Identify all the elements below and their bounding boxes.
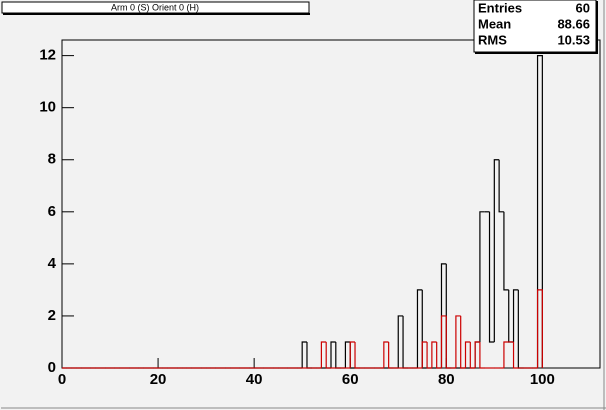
histogram-bin xyxy=(397,315,404,368)
histogram-bin xyxy=(436,341,442,369)
histogram-bin xyxy=(330,341,336,368)
y-tick-label: 6 xyxy=(48,203,56,220)
stats-value: 10.53 xyxy=(557,32,590,47)
stats-label: Entries xyxy=(478,0,522,15)
stats-value: 88.66 xyxy=(557,16,590,31)
histogram-bin xyxy=(536,55,543,368)
y-tick-label: 8 xyxy=(48,151,56,168)
chart-title: Arm 0 (S) Orient 0 (H) xyxy=(111,2,199,12)
histogram-bin xyxy=(488,211,495,343)
histogram-bin xyxy=(440,315,447,368)
x-tick-label: 40 xyxy=(246,371,263,388)
y-tick-label: 10 xyxy=(39,99,56,116)
histogram-bin xyxy=(469,341,476,369)
histogram-bin xyxy=(479,341,485,369)
histogram-bin xyxy=(301,341,307,368)
histogram-bin xyxy=(421,341,428,368)
stats-value: 60 xyxy=(576,0,590,15)
histogram-bin xyxy=(460,315,466,369)
histogram-bin xyxy=(431,341,437,368)
histogram-bin xyxy=(503,341,509,368)
plot-frame xyxy=(61,39,601,369)
histogram-bin xyxy=(498,159,504,213)
x-tick-label: 60 xyxy=(342,371,359,388)
stats-label: RMS xyxy=(478,32,507,47)
x-tick-label: 20 xyxy=(150,371,167,388)
y-tick-label: 2 xyxy=(48,307,56,324)
x-tick-label: 0 xyxy=(58,371,66,388)
histogram-bin xyxy=(536,289,543,368)
histogram-bin xyxy=(426,341,432,369)
x-tick-label: 80 xyxy=(438,371,455,388)
histogram-bin xyxy=(349,341,356,368)
histogram-bin xyxy=(320,341,327,368)
histogram-bin xyxy=(503,211,509,291)
histogram-bin xyxy=(445,315,452,369)
histogram-bin xyxy=(354,341,360,369)
y-tick-label: 0 xyxy=(48,359,56,376)
histogram-bin xyxy=(325,341,331,369)
histogram-bin xyxy=(512,289,519,342)
y-tick-label: 12 xyxy=(39,47,56,64)
histogram-bin xyxy=(474,341,480,368)
y-tick-label: 4 xyxy=(48,255,57,272)
histogram-bin xyxy=(479,211,485,342)
histogram-bin xyxy=(464,341,471,368)
histogram-bin xyxy=(344,341,351,368)
histogram-bin xyxy=(493,159,500,342)
histogram-bin xyxy=(455,315,461,368)
histogram-bin xyxy=(512,341,519,369)
x-tick-label: 100 xyxy=(530,371,555,388)
stats-label: Mean xyxy=(478,16,511,31)
histogram-bin xyxy=(416,289,423,368)
histogram-bin xyxy=(388,341,394,369)
histogram-bin xyxy=(383,341,389,368)
